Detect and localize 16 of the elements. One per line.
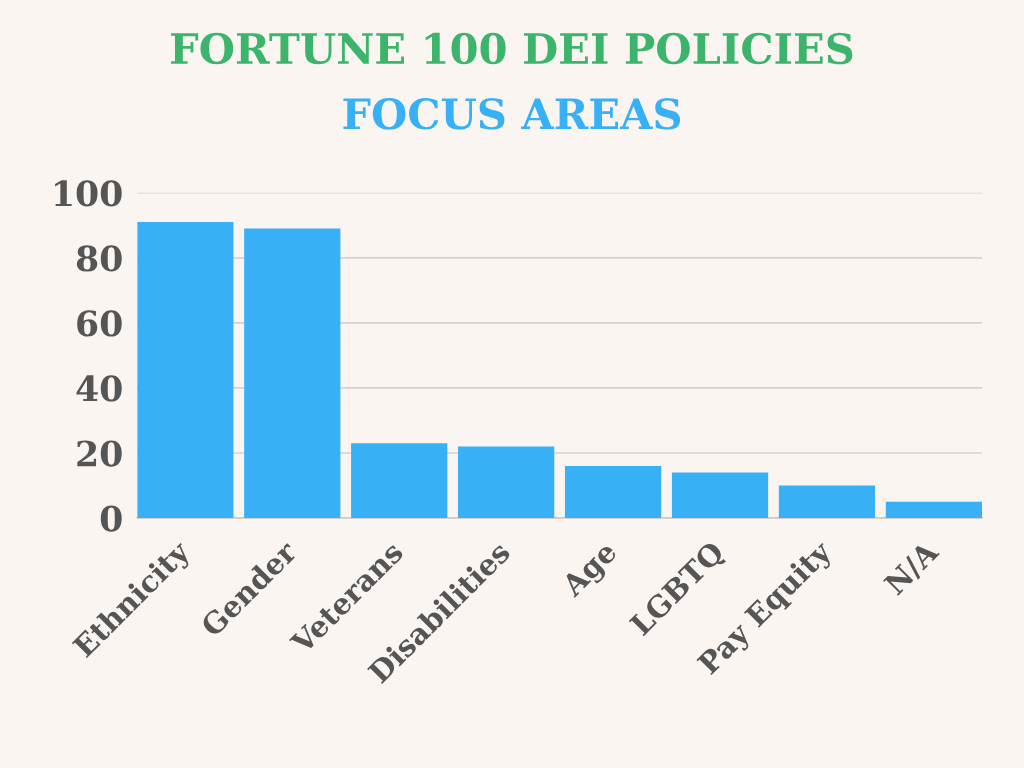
- bar: [458, 446, 555, 519]
- y-tick-label: 40: [76, 375, 122, 402]
- y-tick-label: 100: [55, 180, 122, 207]
- bar: [778, 485, 876, 519]
- bar: [244, 228, 341, 519]
- bar: [564, 465, 662, 519]
- bar: [351, 443, 448, 519]
- y-tick-label: 80: [76, 245, 122, 272]
- chart-subtitle: FOCUS AREAS: [343, 98, 681, 130]
- bar: [671, 472, 769, 519]
- bar: [885, 501, 983, 519]
- y-tick-label: 60: [77, 310, 122, 337]
- chart-title: FORTUNE 100 DEI POLICIES: [171, 32, 853, 65]
- y-tick-label: 0: [100, 505, 122, 532]
- bar: [137, 222, 234, 519]
- y-tick-label: 20: [77, 440, 122, 467]
